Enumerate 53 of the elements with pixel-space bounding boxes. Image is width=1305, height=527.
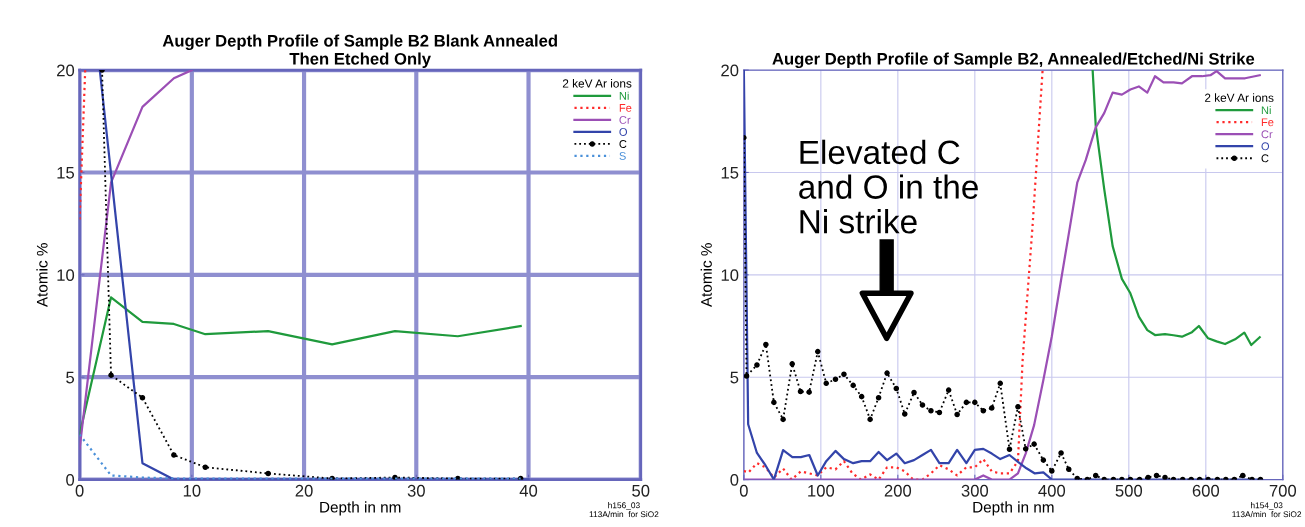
legend-label: C [619,140,627,148]
x-tick-label: 50 [632,484,650,497]
legend-label: S [619,152,626,160]
legend-label: O [619,128,628,136]
chart-title: Auger Depth Profile of Sample B2, Annealed/Etched/Ni Strike [772,52,1255,69]
legend-label: Fe [1261,118,1274,127]
y-tick-label: 5 [730,371,739,384]
y-tick-label: 20 [57,64,75,77]
y-tick-label: 10 [57,269,75,282]
y-axis-title: Atomic % [36,243,48,308]
y-tick-label: 5 [66,371,75,384]
x-tick-label: 300 [961,484,989,497]
y-tick-label: 20 [721,64,739,77]
legend-label: Ni [1261,105,1271,115]
legend-label: Cr [1261,130,1273,139]
x-tick-label: 20 [295,484,313,497]
x-tick-label: 400 [1038,484,1066,497]
x-tick-label: 600 [1192,484,1220,497]
y-axis-title: Atomic % [700,243,712,308]
text: h154_03 113A/min for SiO2 [1232,502,1302,518]
point [202,464,209,471]
legend-label: C [1261,154,1269,163]
x-tick-label: 700 [1269,484,1297,497]
line-series [79,70,193,450]
chart-title: Auger Depth Profile of Sample B2 Blank Annealed Then Etched Only [162,34,557,68]
y-tick-label: 0 [66,473,75,486]
y-tick-label: 10 [721,269,739,282]
x-tick-label: 100 [808,484,835,497]
y-tick-label: 0 [730,473,739,486]
x-tick-label: 30 [407,484,425,497]
point [139,394,146,401]
y-tick-label: 15 [57,167,75,179]
x-tick-label: 0 [75,484,84,497]
text: h156_03 113A/min for SiO2 [589,502,659,518]
point [108,372,114,378]
legend-label: Cr [619,115,631,124]
x-tick-label: 500 [1115,484,1143,497]
annotation: Elevated C and O in the Ni strike [799,139,978,234]
x-tick-label: 10 [183,484,201,497]
legend-title: 2 keV Ar ions [562,78,632,88]
legend-label: O [1261,142,1270,151]
line-series [79,433,522,480]
legend-label: Fe [619,104,632,112]
x-tick-label: 0 [739,484,748,497]
point [265,470,271,477]
point [171,452,177,458]
legend-label: Ni [619,91,629,100]
x-tick-label: 200 [884,484,912,497]
x-axis-title: Depth in nm [320,501,401,516]
x-axis-title: Depth in nm [973,501,1054,516]
y-tick-label: 15 [721,167,739,179]
legend-title: 2 keV Ar ions [1204,93,1274,102]
x-tick-label: 40 [519,484,538,497]
